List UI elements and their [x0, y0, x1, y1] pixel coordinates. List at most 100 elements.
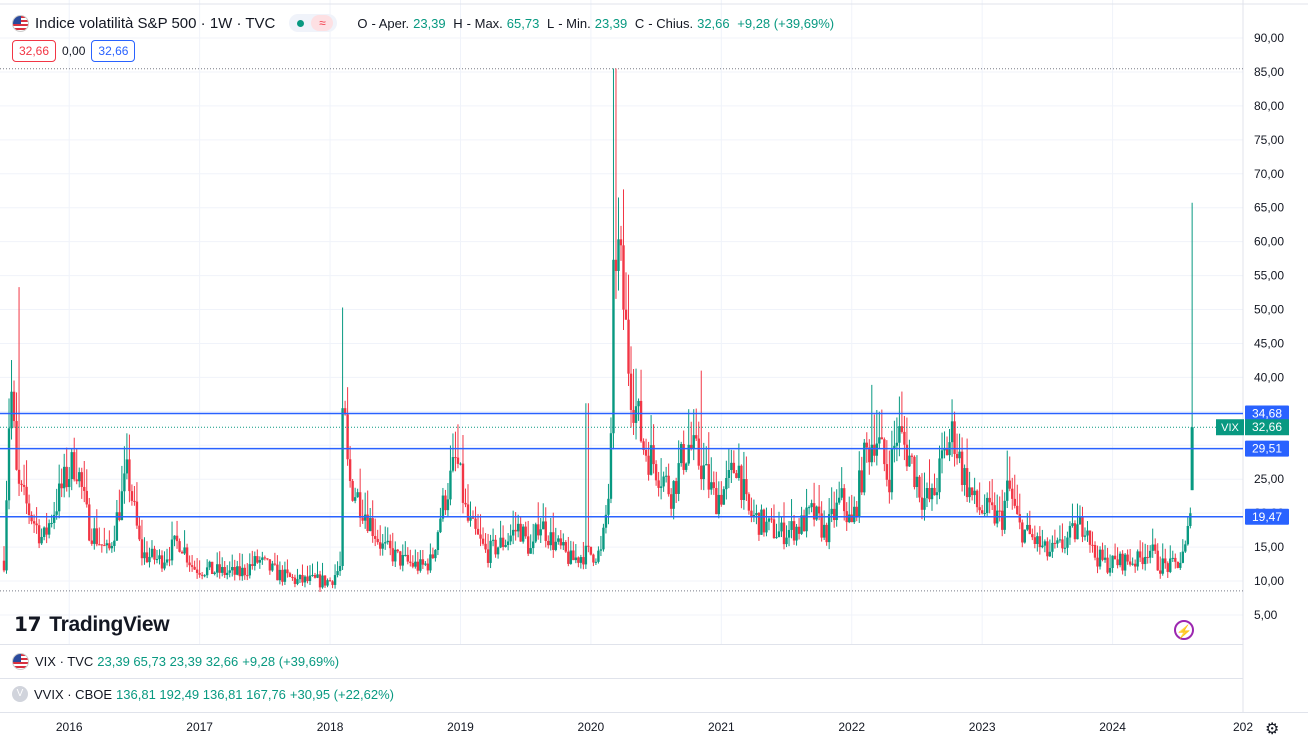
candle-body: [143, 552, 146, 559]
candle-body: [785, 537, 788, 545]
candle-body: [439, 518, 442, 533]
candle-body: [213, 572, 216, 574]
level-price-tag: [1245, 405, 1289, 422]
candle-body: [584, 545, 588, 565]
symbol-title[interactable]: Indice volatilità S&P 500 · 1W · TVC: [35, 14, 276, 32]
candle-body: [93, 528, 96, 544]
candle-body: [271, 563, 274, 571]
candle-body: [1033, 537, 1037, 544]
pane-divider[interactable]: [0, 678, 1243, 679]
x-axis-tick-label: 2024: [1099, 720, 1126, 734]
symbol-legend[interactable]: Indice volatilità S&P 500 · 1W · TVC ≈ O…: [12, 12, 838, 34]
candle-body: [198, 572, 201, 575]
candle-body: [993, 505, 996, 524]
vvix-pane-change: +30,95 (+22,62%): [289, 686, 394, 702]
candle-body: [582, 557, 585, 565]
candle-body: [153, 548, 156, 560]
y-axis-tick-label: 75,00: [1254, 133, 1284, 147]
delayed-data-icon[interactable]: ≈: [311, 15, 334, 31]
pane-divider[interactable]: [0, 644, 1243, 645]
candle-body: [236, 566, 239, 575]
last-price-tag-label: 32,66: [1252, 420, 1282, 434]
settings-gear-icon[interactable]: ⚙: [1265, 721, 1280, 738]
candle-body: [632, 409, 635, 423]
candle-body: [677, 463, 680, 494]
candle-body: [451, 457, 455, 471]
candle-body: [105, 543, 109, 546]
candle-body: [903, 431, 906, 445]
last-candle-body: [1190, 427, 1194, 491]
candle-body: [175, 535, 179, 542]
candle-body: [617, 239, 620, 271]
candle-body: [256, 556, 259, 563]
candle-body: [549, 532, 552, 546]
vvix-pane-legend[interactable]: V VVIX · CBOE 136,81 192,49 136,81 167,7…: [12, 686, 394, 702]
candle-body: [424, 563, 427, 565]
candle-body: [990, 502, 994, 506]
candle-body: [888, 479, 891, 493]
tradingview-logo[interactable]: 𝟭𝟳 TradingView: [14, 612, 170, 637]
y-axis-tick-label: 10,00: [1254, 574, 1284, 588]
candle-body: [1169, 558, 1172, 572]
candle-body: [396, 549, 399, 552]
vix-pane-legend[interactable]: VIX · TVC 23,39 65,73 23,39 32,66 +9,28 …: [12, 653, 339, 670]
candle-body: [62, 466, 66, 489]
candle-body: [1106, 557, 1109, 573]
candle-body: [384, 542, 387, 544]
candle-body: [10, 391, 13, 429]
candle-body: [80, 472, 83, 487]
candle-body: [878, 437, 881, 444]
candle-body: [1003, 500, 1006, 530]
sell-price-box[interactable]: 32,66: [12, 40, 57, 62]
candle-body: [1028, 524, 1032, 535]
candle-body: [1164, 558, 1167, 564]
candle-body: [910, 455, 914, 457]
lightning-icon[interactable]: ⚡: [1174, 620, 1194, 640]
last-price-symbol-tag: [1216, 419, 1244, 436]
level-price-tag: [1245, 440, 1289, 457]
candle-body: [343, 408, 347, 415]
candle-body: [469, 517, 472, 521]
candle-body: [333, 575, 337, 585]
candle-body: [687, 444, 690, 464]
level-price-tag-label: 29,51: [1252, 442, 1282, 456]
candle-body: [283, 569, 287, 582]
open-text: Aper.: [378, 15, 410, 31]
candle-body: [454, 457, 457, 459]
candle-body: [652, 445, 655, 465]
candle-body: [1043, 541, 1047, 546]
open-value: 23,39: [413, 15, 446, 31]
candle-body: [180, 551, 184, 554]
buy-price-box[interactable]: 32,66: [91, 40, 136, 62]
candle-body: [1138, 551, 1142, 558]
candle-body: [835, 502, 838, 521]
candle-body: [822, 524, 826, 538]
candle-body: [449, 470, 452, 500]
candle-body: [85, 490, 88, 505]
candle-body: [326, 580, 329, 586]
candle-body: [296, 579, 299, 584]
candle-body: [837, 497, 841, 503]
candle-body: [70, 452, 73, 480]
x-axis-tick-label: 202: [1233, 720, 1253, 734]
candle-body: [830, 508, 833, 515]
candle-body: [1174, 557, 1177, 562]
candle-body: [985, 497, 989, 514]
time-axis-divider: [0, 712, 1308, 713]
candle-body: [988, 497, 991, 503]
candle-body: [83, 486, 86, 491]
candle-body: [123, 473, 126, 492]
candle-body: [506, 541, 510, 546]
candle-body: [1086, 530, 1089, 536]
candle-body: [970, 487, 974, 496]
candle-body: [865, 442, 868, 448]
candle-body: [614, 259, 618, 271]
candle-body: [787, 529, 791, 538]
market-status-pill[interactable]: ≈: [289, 14, 338, 32]
x-axis-tick-label: 2016: [56, 720, 83, 734]
y-axis-tick-label: 60,00: [1254, 235, 1284, 249]
candle-body: [792, 521, 796, 541]
candle-body: [868, 447, 871, 463]
candle-body: [215, 564, 219, 573]
